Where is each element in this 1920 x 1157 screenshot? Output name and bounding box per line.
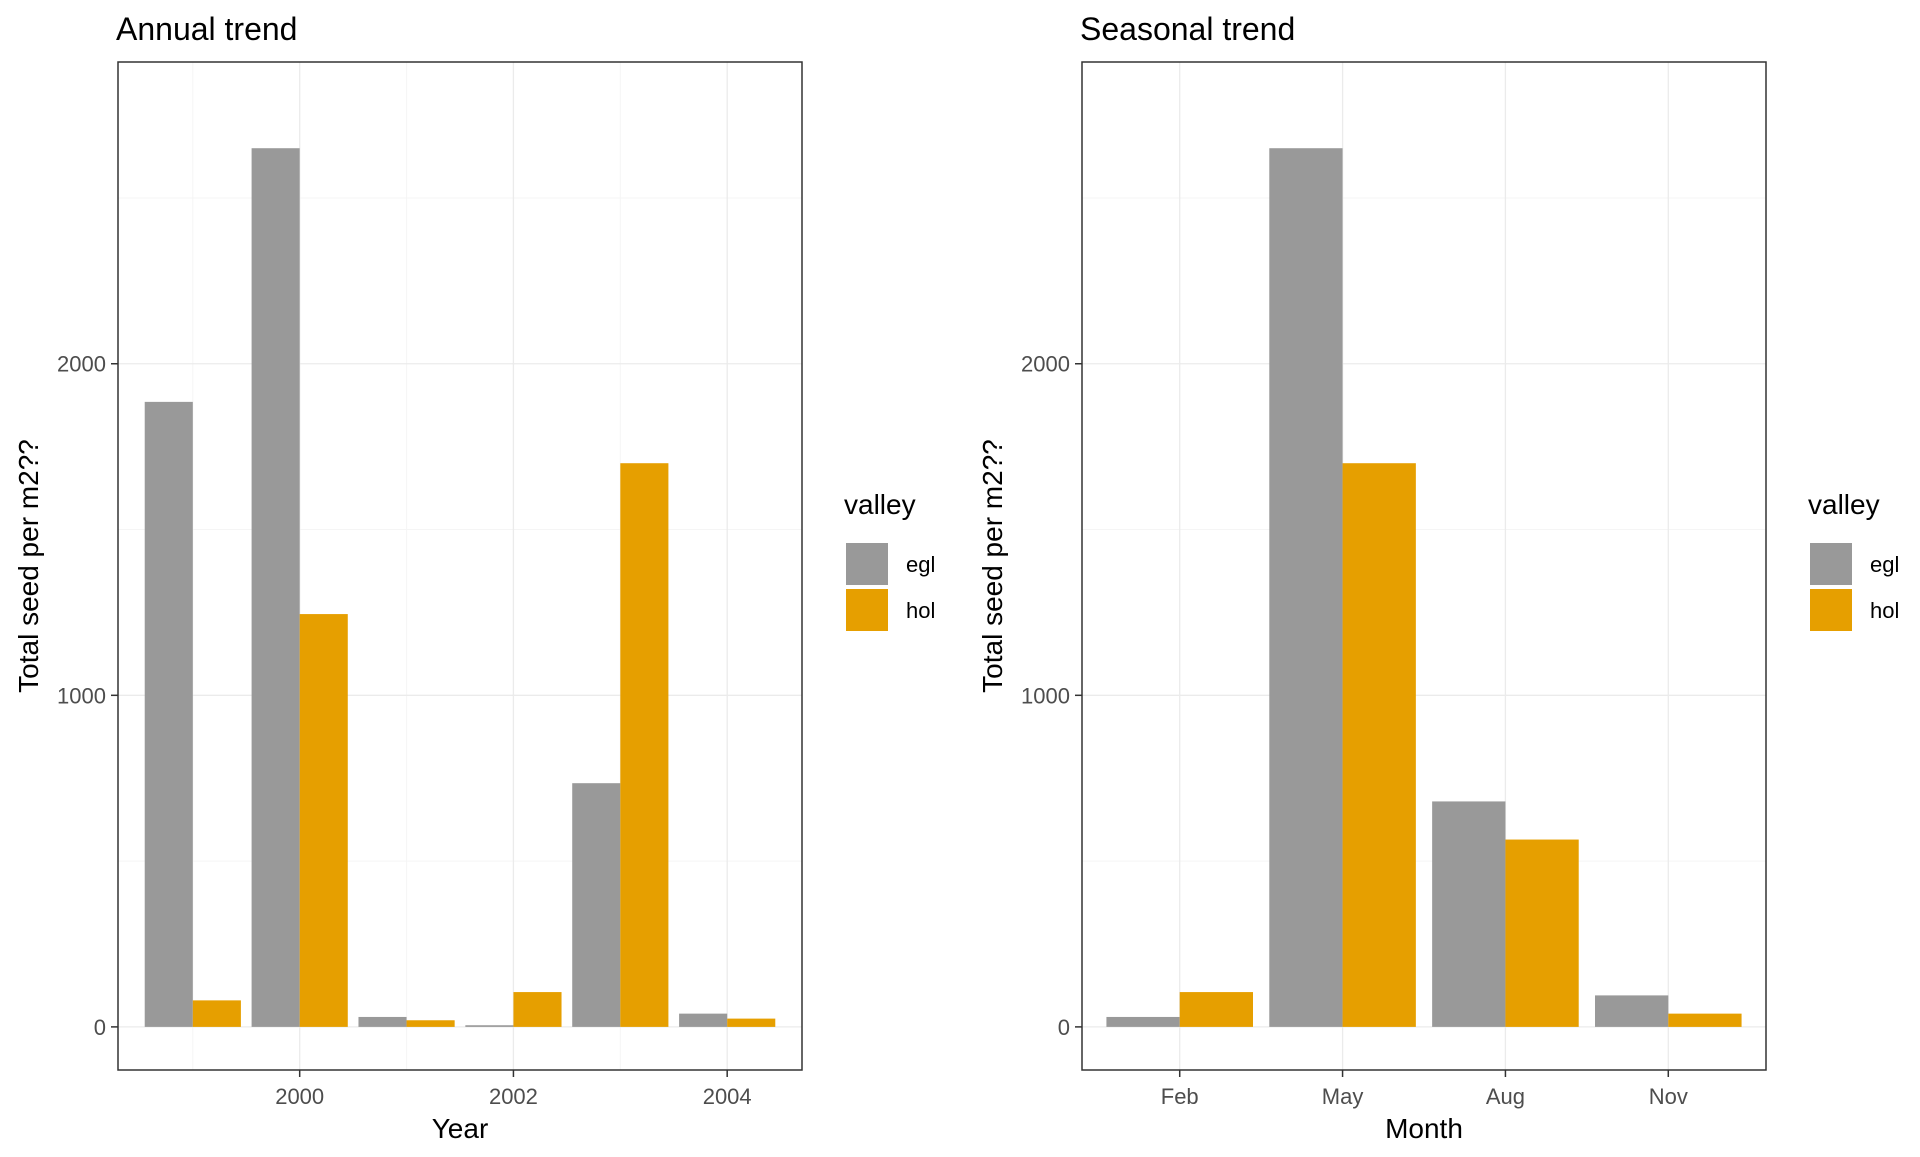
legend-key-hol: [1810, 589, 1852, 631]
bar-hol-Aug: [1505, 839, 1579, 1027]
x-tick-label: 2004: [703, 1084, 752, 1109]
y-axis-title: Total seed per m2??: [13, 439, 44, 693]
legend-label-hol: hol: [1870, 598, 1899, 623]
y-axis-title: Total seed per m2??: [977, 439, 1008, 693]
y-tick-label: 2000: [1021, 352, 1070, 377]
bar-hol-2001: [406, 1020, 455, 1027]
legend-label-egl: egl: [906, 552, 935, 577]
x-tick-label: May: [1322, 1084, 1364, 1109]
x-tick-label: 2002: [489, 1084, 538, 1109]
legend-label-hol: hol: [906, 598, 935, 623]
y-tick-label: 0: [1058, 1015, 1070, 1040]
bar-hol-1999: [192, 1000, 241, 1027]
bar-hol-Feb: [1179, 992, 1253, 1027]
legend-key-hol: [846, 589, 888, 631]
bar-egl-2002: [465, 1025, 514, 1027]
y-tick-label: 2000: [57, 352, 106, 377]
x-tick-label: Nov: [1649, 1084, 1688, 1109]
y-tick-label: 0: [94, 1015, 106, 1040]
bar-hol-2004: [727, 1018, 776, 1027]
bar-hol-2000: [299, 614, 348, 1027]
bar-egl-2000: [251, 148, 300, 1027]
bar-hol-2002: [513, 992, 562, 1027]
legend-label-egl: egl: [1870, 552, 1899, 577]
x-axis-title: Month: [1385, 1113, 1463, 1144]
bar-egl-2003: [572, 783, 621, 1027]
x-tick-label: Feb: [1161, 1084, 1199, 1109]
chart-title: Annual trend: [116, 11, 297, 47]
legend-key-egl: [1810, 543, 1852, 585]
bar-egl-Feb: [1106, 1016, 1180, 1027]
bar-hol-May: [1342, 463, 1416, 1027]
chart-title: Seasonal trend: [1080, 11, 1295, 47]
y-tick-label: 1000: [1021, 683, 1070, 708]
legend-key-egl: [846, 543, 888, 585]
bar-hol-2003: [620, 463, 669, 1027]
legend-title: valley: [844, 489, 916, 520]
legend: valley egl hol: [1808, 489, 1899, 631]
bar-egl-2004: [679, 1013, 728, 1027]
legend-title: valley: [1808, 489, 1880, 520]
plot-frame: [117, 61, 803, 1071]
bar-hol-Nov: [1668, 1013, 1742, 1027]
bar-egl-Nov: [1595, 995, 1669, 1027]
legend: valley egl hol: [844, 489, 935, 631]
bar-egl-2001: [358, 1016, 407, 1027]
y-tick-label: 1000: [57, 683, 106, 708]
plot-frame: [1081, 61, 1767, 1071]
bar-egl-May: [1269, 148, 1343, 1027]
bar-egl-Aug: [1432, 801, 1506, 1027]
x-axis-title: Year: [432, 1113, 489, 1144]
chart-panel-1: 0 1000 2000 Feb May Aug Nov Seasonal trend Month…: [977, 11, 1899, 1144]
chart-panel-0: 0 1000 2000 2000 2002 2004 Annual trend Year Tot…: [13, 11, 935, 1144]
bar-egl-1999: [144, 401, 193, 1027]
x-tick-label: Aug: [1486, 1084, 1525, 1109]
x-tick-label: 2000: [275, 1084, 324, 1109]
